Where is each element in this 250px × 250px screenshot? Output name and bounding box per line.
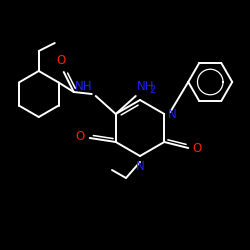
Text: O: O: [76, 130, 85, 143]
Text: O: O: [192, 142, 202, 156]
Text: 2: 2: [149, 85, 155, 95]
Text: N: N: [168, 108, 177, 120]
Text: N: N: [136, 160, 144, 173]
Text: NH: NH: [75, 80, 93, 93]
Text: O: O: [56, 54, 66, 67]
Text: NH: NH: [137, 80, 154, 93]
